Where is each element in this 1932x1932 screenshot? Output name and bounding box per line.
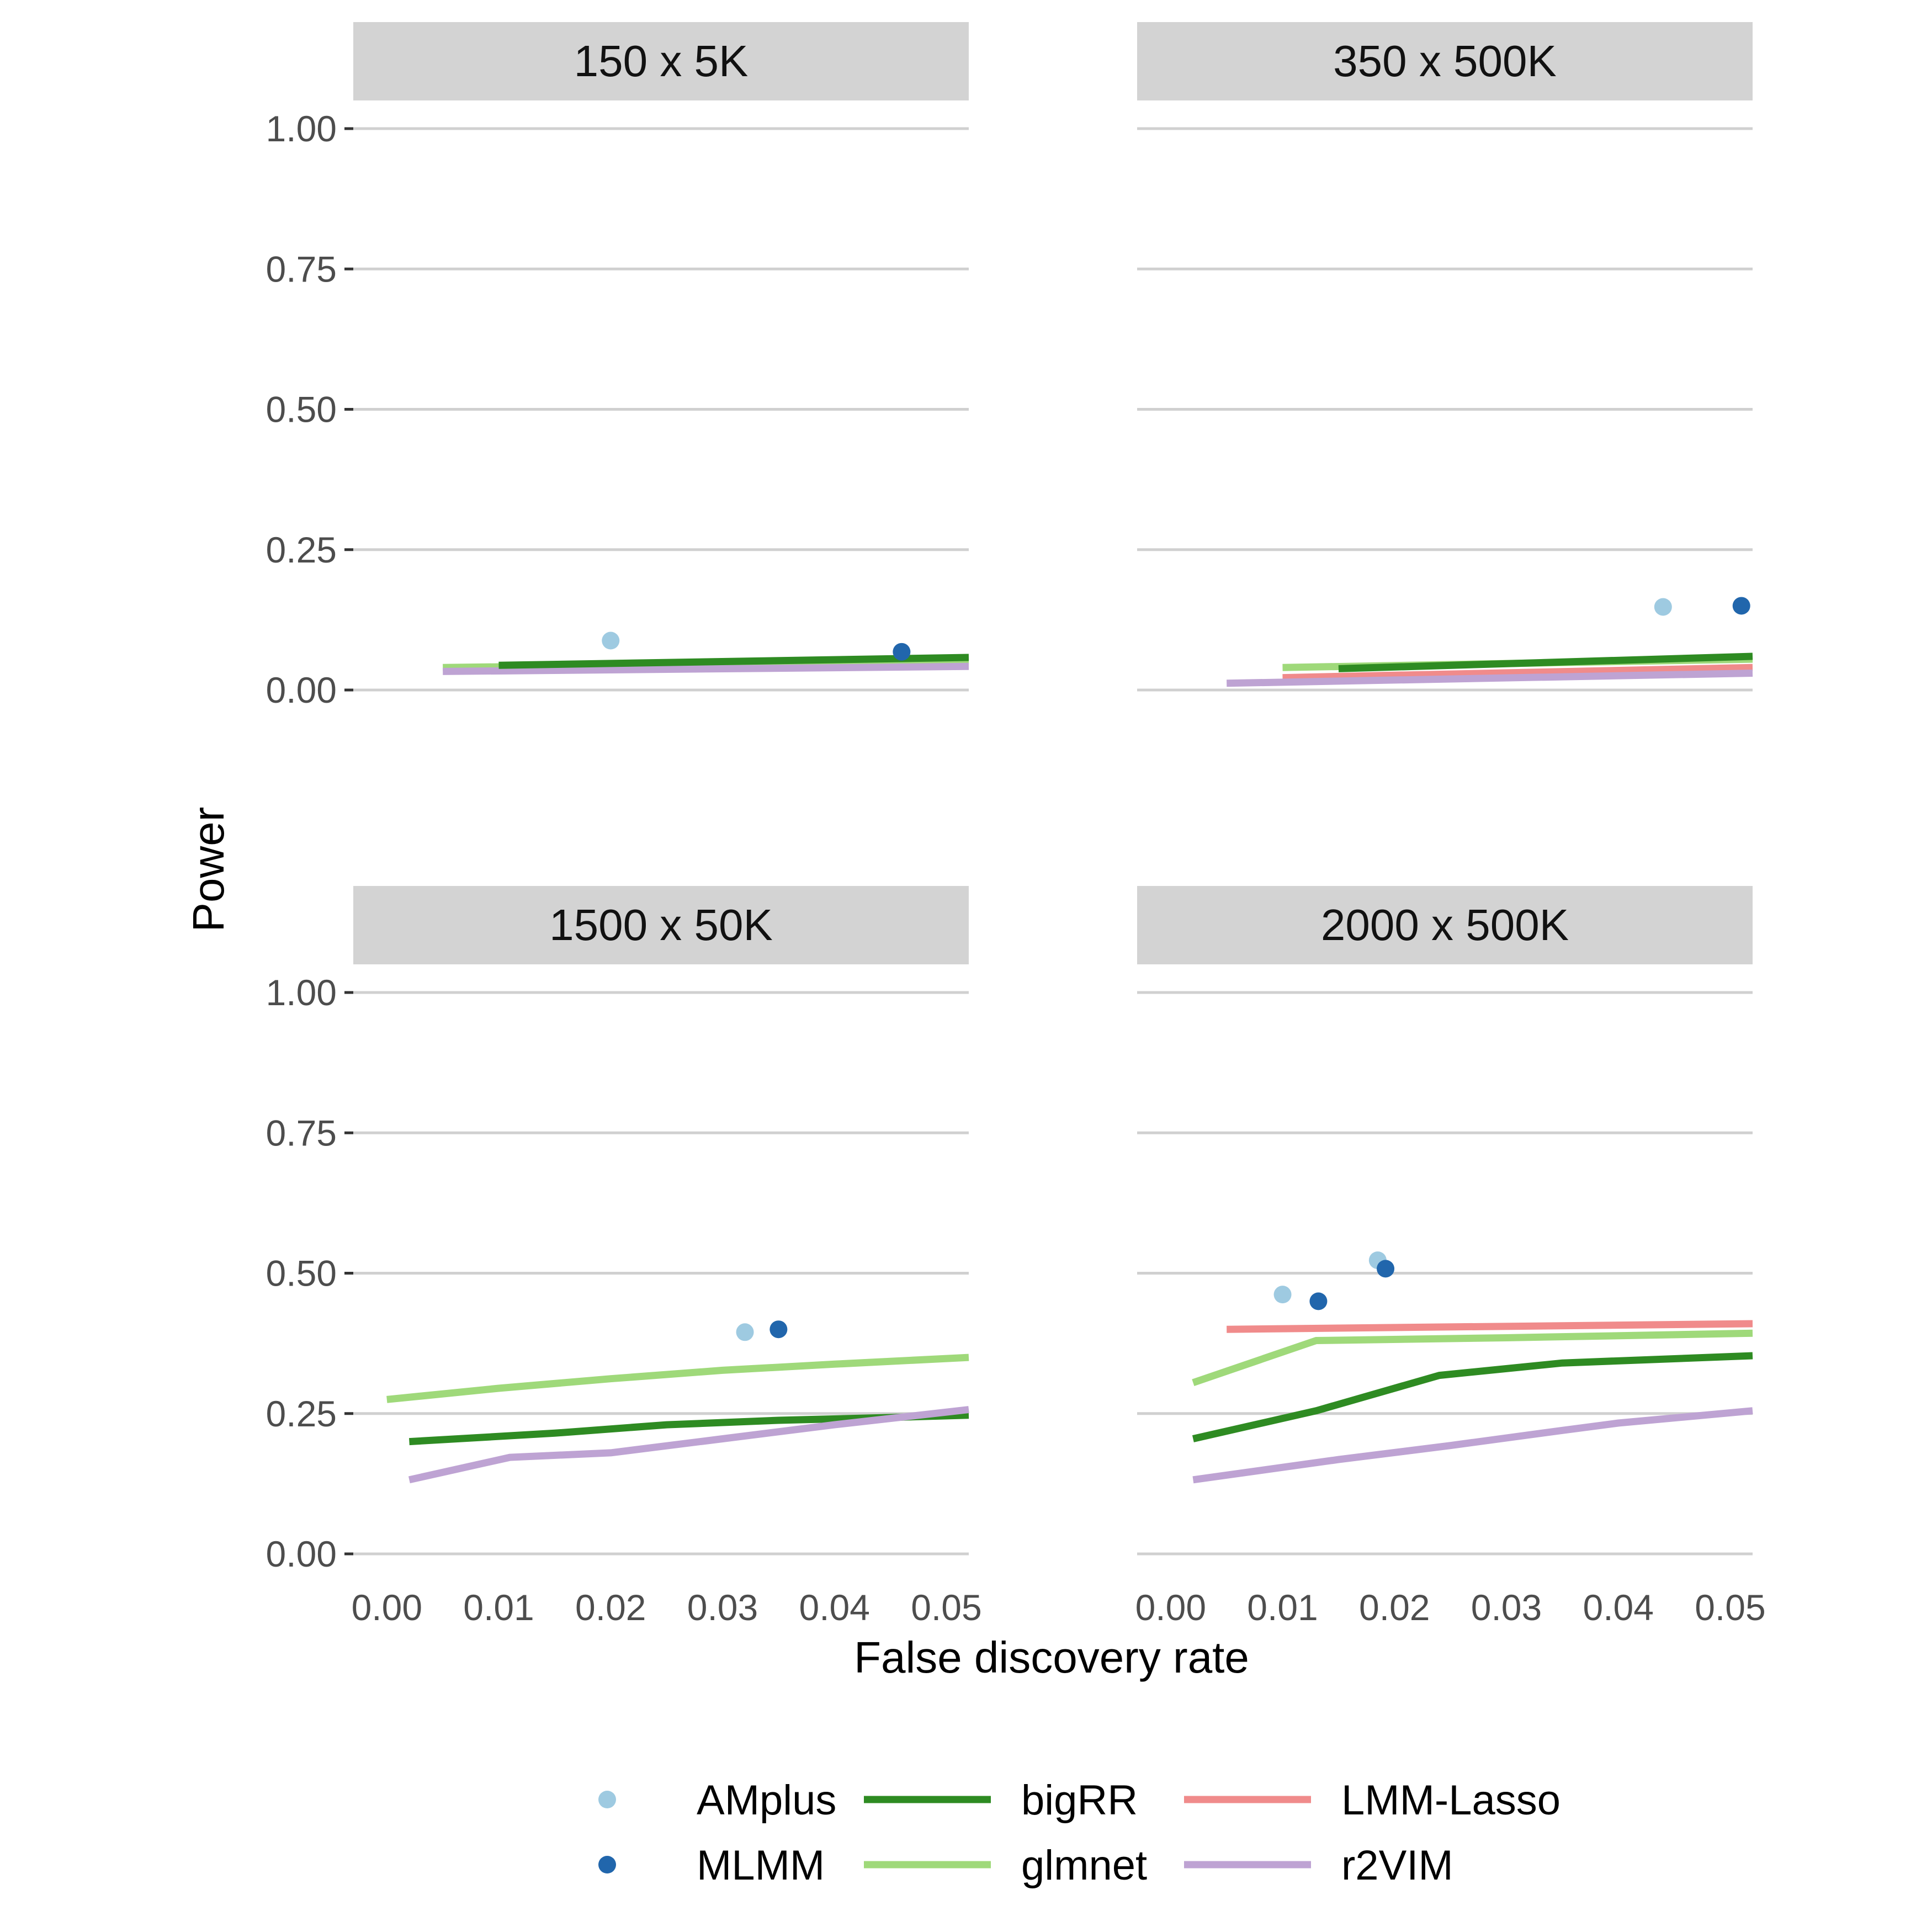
series-line-r2vim [443, 662, 969, 675]
x-tick-label: 0.00 [1135, 1587, 1206, 1628]
y-tick-label: 0.00 [266, 670, 337, 710]
y-tick-label: 0.75 [266, 248, 337, 289]
x-axis-title: False discovery rate [854, 1633, 1249, 1682]
legend: AMplus MLMM bigRR glmnet LMM-Lasso r2VIM [598, 1777, 1561, 1889]
panel-strip [353, 886, 969, 964]
series-line-glmnet [386, 1354, 969, 1403]
x-tick-label: 0.04 [1583, 1587, 1653, 1628]
x-tick-label: 0.03 [1471, 1587, 1542, 1628]
legend-label-mlmm: MLMM [697, 1842, 825, 1889]
series-line-bigrr [1192, 1352, 1753, 1442]
point-amplus [1654, 598, 1672, 616]
x-tick-label: 0.04 [799, 1587, 869, 1628]
y-tick-label: 0.25 [266, 529, 337, 570]
legend-key-mlmm [598, 1856, 616, 1873]
point-mlmm [893, 643, 911, 661]
panel-title: 150 x 5K [574, 36, 749, 86]
y-tick-label: 0.50 [266, 389, 337, 430]
panel-title: 350 x 500K [1333, 36, 1557, 86]
series-line-r2vim [1227, 670, 1753, 687]
series-line-r2vim [408, 1406, 969, 1484]
series-line-r2vim [1192, 1407, 1753, 1484]
panel: 2000 x 500K 0.00 0.01 0.02 0.03 0.04 0.05 [1135, 886, 1766, 1628]
point-mlmm [1309, 1292, 1328, 1310]
panel: 1500 x 50K 0.00 0.25 0.50 0.75 1.00 0.00 0.01 0.… [266, 886, 982, 1628]
x-tick-label: 0.02 [1359, 1587, 1430, 1628]
y-tick-label: 1.00 [266, 972, 337, 1013]
point-amplus [736, 1323, 754, 1341]
series-line-lmm-lasso [1227, 1320, 1753, 1333]
y-tick-label: 0.75 [266, 1112, 337, 1153]
legend-label-amplus: AMplus [697, 1777, 836, 1824]
y-tick-label: 0.00 [266, 1533, 337, 1574]
point-mlmm [1732, 597, 1750, 615]
x-tick-label: 0.05 [1695, 1587, 1765, 1628]
series-line-lmm-lasso [1282, 664, 1753, 682]
y-tick-label: 0.50 [266, 1253, 337, 1294]
panel-strip [353, 22, 969, 100]
x-tick-label: 0.01 [1247, 1587, 1318, 1628]
series-line-glmnet [1192, 1329, 1753, 1386]
x-tick-label: 0.00 [352, 1587, 422, 1628]
panel-title: 2000 x 500K [1321, 900, 1569, 949]
point-mlmm [1377, 1260, 1395, 1278]
panel: 350 x 500K [1137, 22, 1753, 692]
x-tick-label: 0.03 [687, 1587, 758, 1628]
legend-label-lmm-lasso: LMM-Lasso [1341, 1777, 1561, 1824]
y-axis-title: Power [184, 807, 233, 932]
legend-key-amplus [598, 1791, 616, 1808]
legend-label-bigrr: bigRR [1021, 1777, 1138, 1824]
panels-layer: 150 x 5K 0.00 0.25 0.50 0.75 1.00 350 x 500K 15… [266, 22, 1766, 1628]
y-tick-label: 0.25 [266, 1393, 337, 1434]
x-tick-label: 0.01 [463, 1587, 534, 1628]
y-tick-label: 1.00 [266, 108, 337, 149]
x-tick-label: 0.02 [575, 1587, 646, 1628]
panel-strip [1137, 22, 1753, 100]
panel-strip [1137, 886, 1753, 964]
point-mlmm [769, 1320, 788, 1339]
point-amplus [1273, 1286, 1292, 1304]
panel-title: 1500 x 50K [549, 900, 773, 949]
panel: 150 x 5K 0.00 0.25 0.50 0.75 1.00 [266, 22, 969, 710]
series-line-bigrr [498, 654, 969, 669]
legend-label-r2vim: r2VIM [1341, 1842, 1453, 1889]
point-amplus [602, 631, 620, 650]
series-line-bigrr [1338, 652, 1753, 672]
legend-label-glmnet: glmnet [1021, 1842, 1147, 1889]
x-tick-label: 0.05 [911, 1587, 981, 1628]
